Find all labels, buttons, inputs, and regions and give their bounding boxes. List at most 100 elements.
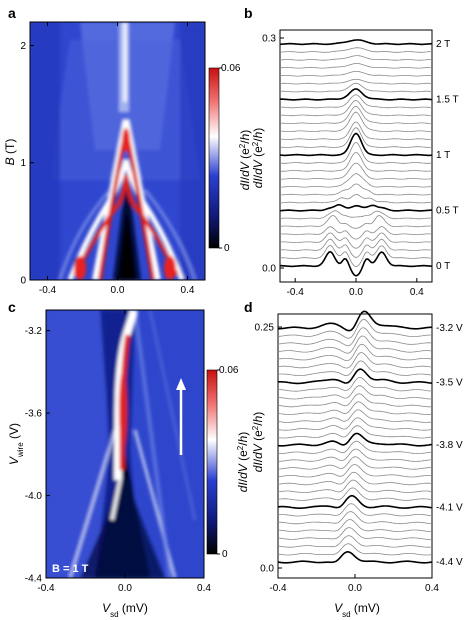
trace-label: 0 T: [436, 261, 450, 272]
trace-line: [279, 183, 433, 196]
trace-line: [279, 71, 433, 77]
trace-label: 0.5 T: [436, 206, 459, 217]
trace-line: [277, 417, 433, 431]
x-tick-label: 0.0: [349, 287, 363, 298]
colorbar-c: 0.06 0 dI/dV (e2/h): [206, 365, 251, 560]
traces-b: [279, 39, 433, 277]
trace-line-bold: [277, 368, 433, 385]
trace-line: [277, 425, 433, 439]
xlabel-d: Vsd (mV): [334, 601, 380, 619]
trace-line-bold: [279, 203, 433, 212]
trace-line-bold: [277, 310, 433, 332]
trace-line: [279, 151, 433, 172]
x-tick-label: -0.4: [287, 287, 305, 298]
trace-line: [279, 121, 432, 140]
trace-line: [277, 503, 433, 517]
trace-line: [277, 456, 432, 470]
y-tick-label: -3.2: [25, 326, 43, 337]
colorbar-c-min: 0: [222, 549, 228, 560]
ylabel-b: dI/dV (e2/h): [251, 128, 266, 189]
trace-line-bold: [279, 250, 433, 277]
trace-line-bold: [279, 132, 433, 157]
xlabel-c: Vsd (mV): [102, 601, 148, 619]
trace-line: [277, 318, 432, 339]
annotation-field: B = 1 T: [52, 563, 89, 575]
trace-labels-b: 2 T 1.5 T 1 T 0.5 T 0 T: [436, 39, 459, 272]
trace-line-bold: [279, 88, 433, 101]
x-tick-label: 0.0: [111, 285, 125, 296]
trace-line: [277, 487, 433, 501]
trace-line: [277, 448, 433, 462]
trace-line: [278, 376, 433, 392]
trace-line: [277, 471, 433, 486]
y-tick-label: -3.6: [25, 409, 43, 420]
trace-line: [277, 543, 433, 556]
colorbar-a-label: dI/dV (e2/h): [238, 130, 253, 191]
trace-label: -4.4 V: [436, 557, 463, 568]
trace-line: [279, 100, 433, 117]
trace-line: [279, 238, 433, 258]
trace-line: [280, 245, 433, 268]
heatmap-panel-a: -0.4 0.0 0.4 0 1 2: [20, 21, 206, 296]
trace-line: [277, 343, 433, 362]
trace-line: [279, 47, 432, 53]
trace-label: -3.5 V: [436, 378, 463, 389]
trace-label: 1 T: [436, 150, 450, 161]
trace-line: [278, 440, 433, 454]
panel-label-b: b: [244, 5, 253, 21]
y-tick-label: -4.4: [25, 574, 43, 585]
trace-label: 1.5 T: [436, 95, 459, 106]
trace-line: [279, 141, 433, 164]
panel-label-a: a: [8, 5, 16, 21]
x-tick-label: -0.4: [269, 583, 287, 594]
trace-line: [277, 335, 433, 354]
waterfall-panel-b: -0.4 0.0 0.4 0.0 0.3 2 T 1.5 T 1 T 0.5 T 0 T: [262, 29, 459, 299]
trace-line: [279, 210, 432, 220]
trace-line: [279, 226, 433, 240]
x-tick-label: 0.0: [118, 583, 132, 594]
trace-line: [277, 385, 432, 400]
trace-label: 2 T: [436, 39, 450, 50]
x-tick-label: 0.4: [197, 583, 211, 594]
x-tick-label: 0.4: [425, 583, 439, 594]
colorbar-a: 0.06 0 dI/dV (e2/h): [208, 63, 253, 254]
y-tick-label: 0.0: [262, 264, 276, 275]
trace-label: -3.2 V: [436, 323, 463, 334]
trace-line: [279, 63, 433, 69]
trace-line: [277, 327, 433, 347]
trace-label: -3.8 V: [436, 440, 463, 451]
heatmap-a-features: [30, 22, 205, 280]
trace-line: [277, 393, 433, 408]
trace-line: [278, 511, 433, 525]
waterfall-panel-d: -0.4 0.0 0.4 0.0 0.25 -3.2 V -3.5 V -3.8 V -4.1…: [255, 310, 463, 595]
trace-line: [280, 162, 433, 180]
trace-line: [277, 527, 432, 540]
y-tick-label: -4.0: [25, 491, 43, 502]
axes-c: -0.4 0.0 0.4 -3.2 -3.6 -4.0 -4.4: [25, 310, 211, 594]
axes-b: -0.4 0.0 0.4 0.0 0.3: [262, 34, 424, 299]
trace-line: [279, 215, 433, 229]
colorbar-c-label: dI/dV (e2/h): [236, 432, 251, 493]
y-tick-label: 1: [20, 158, 26, 169]
trace-line: [280, 94, 433, 109]
trace-line: [277, 409, 433, 423]
colorbar-c-max: 0.06: [219, 365, 239, 376]
trace-line: [279, 127, 432, 148]
colorbar-a-max: 0.06: [221, 63, 241, 74]
trace-line-bold: [277, 494, 433, 509]
trace-line: [277, 360, 433, 377]
trace-line: [279, 105, 433, 124]
ylabel-a: B (T): [3, 139, 17, 166]
trace-label: -4.1 V: [436, 502, 463, 513]
panel-label-d: d: [244, 299, 253, 315]
traces-d: [277, 310, 433, 564]
trace-line: [280, 173, 433, 188]
axes-d: -0.4 0.0 0.4 0.0 0.25: [255, 323, 440, 595]
y-tick-label: 2: [20, 41, 26, 52]
ylabel-c: Vwire (V): [7, 423, 25, 465]
trace-line: [279, 82, 433, 93]
x-tick-label: -0.4: [39, 285, 57, 296]
y-tick-label: 0.25: [255, 323, 275, 334]
x-tick-label: 0.4: [181, 285, 195, 296]
